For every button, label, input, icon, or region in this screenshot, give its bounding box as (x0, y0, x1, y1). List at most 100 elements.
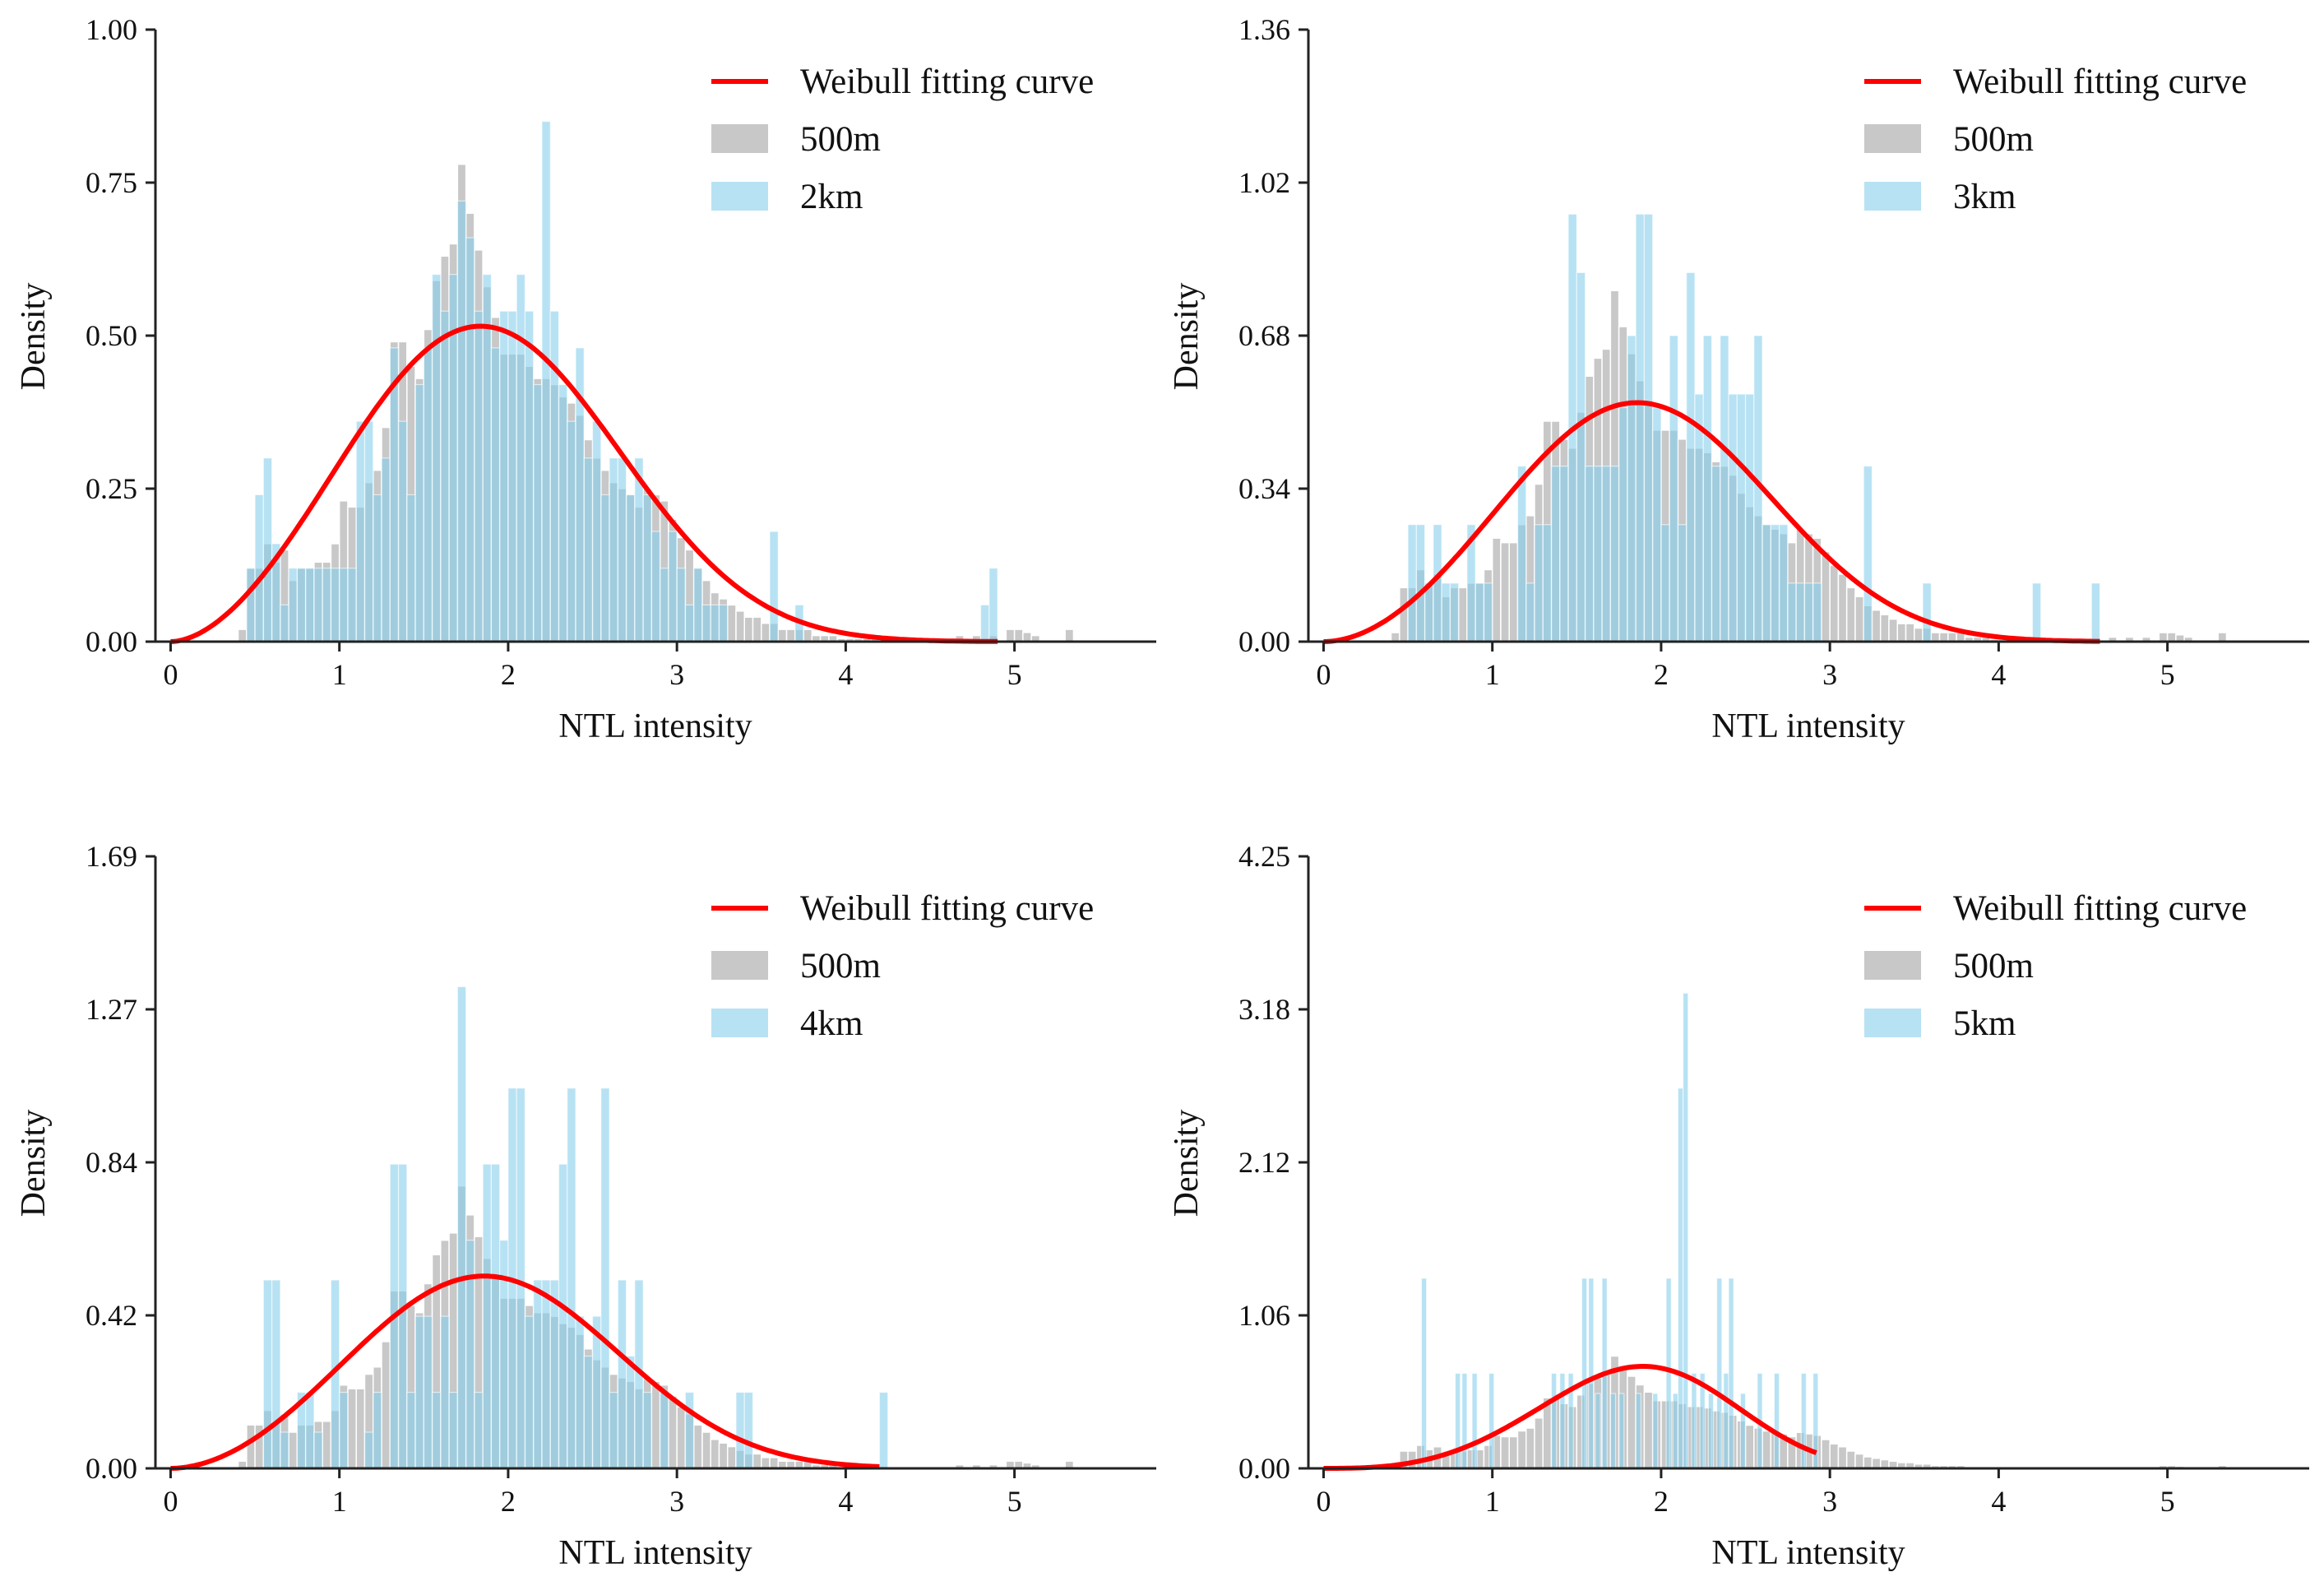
bar-500m (1879, 1458, 1890, 1469)
bar-4km (431, 1391, 442, 1469)
bar-2km (482, 274, 493, 642)
bar-2km (246, 568, 256, 642)
bar-500m (1005, 628, 1016, 642)
y-tick-label: 1.27 (86, 993, 137, 1026)
bar-4km (262, 1279, 273, 1469)
x-tick-label: 1 (1485, 658, 1500, 691)
bar-4km (743, 1391, 754, 1469)
legend-500m-swatch (1864, 951, 1921, 980)
bar-500m (1064, 628, 1075, 642)
bar-2km (668, 531, 678, 642)
bar-3km (1584, 466, 1595, 642)
bar-2km (262, 457, 273, 642)
bar-4km (474, 1391, 484, 1469)
bar-500m (1829, 1443, 1840, 1469)
bar-4km (440, 1315, 450, 1469)
bar-3km (1415, 524, 1426, 642)
bar-2km (625, 494, 636, 642)
bar-3km (1609, 466, 1620, 642)
legend-label: 500m (1953, 120, 2034, 159)
bar-2km (558, 383, 568, 642)
bar-2km (254, 494, 264, 642)
bar-500m (1508, 541, 1519, 642)
weibull-fitting-curve (170, 1273, 880, 1471)
bar-2km (567, 420, 576, 642)
legend-label: 5km (1953, 1004, 2016, 1043)
bar-500m (1500, 541, 1510, 642)
bar-5km (1800, 1372, 1808, 1469)
bar-4km (414, 1315, 424, 1469)
bar-2km (474, 310, 484, 642)
legend: Weibull fitting curve 500m 3km (1864, 63, 2247, 216)
bar-500m (777, 628, 788, 642)
bar-5km (1716, 1278, 1723, 1469)
bar-4km (600, 1087, 610, 1469)
bar-5km (1454, 1372, 1461, 1469)
bar-4km (609, 1391, 618, 1469)
bar-5km (1550, 1372, 1558, 1469)
bar-5km (1672, 1393, 1679, 1469)
x-tick-label: 1 (332, 1485, 347, 1518)
y-tick-label: 0.00 (1238, 625, 1290, 658)
y-tick-label: 0.68 (1238, 319, 1290, 352)
legend-label: Weibull fitting curve (800, 63, 1094, 101)
bar-2km (330, 568, 340, 642)
bar-2km (347, 568, 357, 642)
bar-2km (693, 568, 703, 642)
bar-3km (2090, 582, 2101, 642)
y-tick-label: 1.00 (86, 13, 137, 46)
bar-3km (1483, 582, 1493, 642)
bar-4km (313, 1431, 323, 1469)
y-tick-label: 3.18 (1238, 993, 1290, 1026)
bar-500m (1854, 1453, 1864, 1469)
x-tick-label: 5 (2160, 658, 2175, 691)
bar-500m (1837, 573, 1848, 642)
bar-4km (448, 1391, 458, 1469)
bar-3km (1669, 335, 1679, 642)
histogram-panel-4: 0 1 2 3 4 5 0.00 1.06 2.12 3.18 4.25 NTL intensity D… (1168, 840, 2309, 1572)
bar-4km (524, 1315, 535, 1469)
bar-500m (726, 1445, 737, 1469)
bar-500m (718, 1442, 729, 1469)
bar-500m (1508, 1435, 1519, 1469)
weibull-fitting-curve (1323, 400, 2100, 644)
bar-4km (490, 1163, 501, 1469)
bar-4km (280, 1431, 289, 1469)
bar-2km (397, 420, 408, 642)
legend-blue-swatch (1864, 182, 1921, 211)
bar-2km (650, 531, 661, 642)
bar-4km (305, 1391, 315, 1469)
bar-3km (1660, 524, 1670, 642)
bar-3km (1576, 271, 1586, 642)
bar-2km (516, 274, 526, 642)
bar-3km (1635, 213, 1646, 642)
bar-2km (988, 568, 998, 642)
bar-500m (1399, 587, 1409, 642)
bar-3km (1601, 466, 1611, 642)
bar-500m (1930, 632, 1941, 642)
bar-5km (1488, 1372, 1495, 1469)
bar-3km (1744, 393, 1755, 642)
x-tick-label: 3 (1822, 658, 1837, 691)
bar-4km (456, 985, 467, 1469)
bar-3km (1424, 582, 1434, 642)
bar-500m (1500, 1435, 1510, 1469)
bar-500m (1525, 1427, 1535, 1469)
bar-3km (1643, 213, 1654, 642)
bar-3km (1686, 271, 1696, 642)
bar-5km (1609, 1393, 1617, 1469)
x-tick-label: 2 (1654, 1485, 1669, 1518)
bar-2km (979, 604, 990, 642)
legend-label: 2km (800, 178, 863, 216)
bar-4km (583, 1355, 594, 1469)
legend: Weibull fitting curve 500m 4km (711, 889, 1094, 1043)
weibull-fitting-curve (1323, 1364, 1817, 1471)
legend-label: 3km (1953, 178, 2016, 216)
bar-3km (1534, 524, 1544, 642)
bar-500m (1516, 1430, 1527, 1469)
x-axis-label: NTL intensity (1711, 1534, 1905, 1572)
bar-4km (363, 1431, 374, 1469)
bar-3km (1441, 582, 1451, 642)
bar-5km (1595, 1393, 1601, 1469)
bar-500m (1390, 632, 1400, 642)
